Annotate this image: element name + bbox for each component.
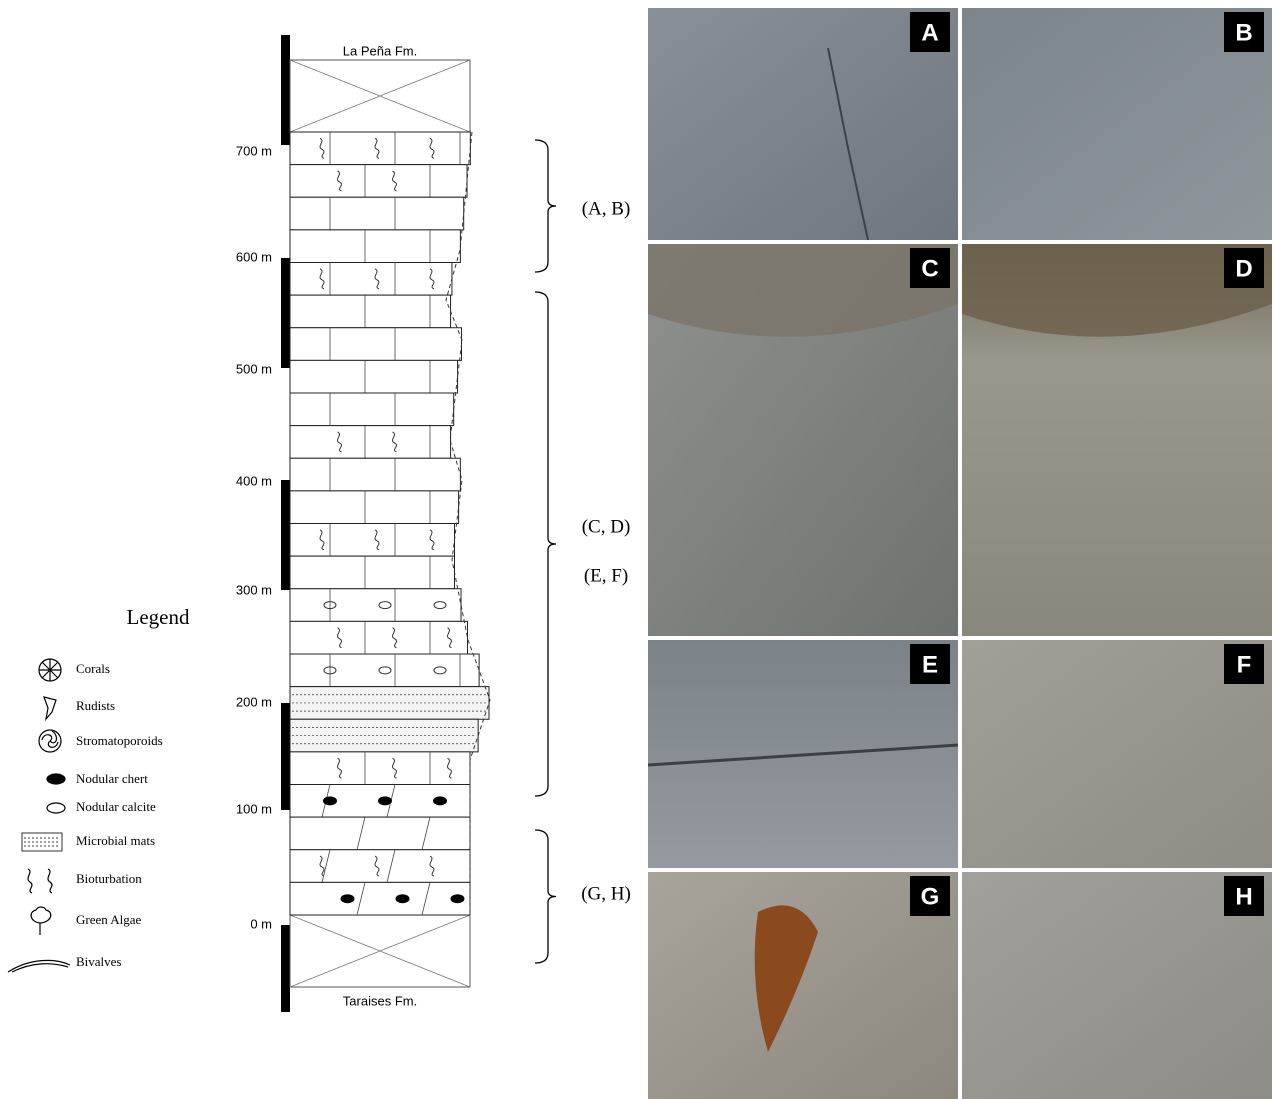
depth-label: 500 m <box>236 361 272 376</box>
bed <box>290 230 460 263</box>
formation-label: Taraises Fm. <box>343 993 417 1008</box>
formation-label: La Peña Fm. <box>343 43 417 58</box>
bed <box>290 197 464 230</box>
nodular-chert <box>451 894 465 903</box>
legend-item: Microbial mats <box>76 833 155 848</box>
nodular-chert <box>396 894 410 903</box>
depth-label: 200 m <box>236 694 272 709</box>
page: {"column": {"top_formation": "La Peña Fm… <box>0 0 1274 1099</box>
depth-label: 100 m <box>236 801 272 816</box>
depth-label: 400 m <box>236 473 272 488</box>
bed <box>290 360 458 393</box>
bed <box>290 132 470 165</box>
bed <box>290 165 467 198</box>
legend-item: Bivalves <box>76 954 122 969</box>
photo-label: B <box>1235 19 1252 46</box>
scale-bar <box>281 480 290 590</box>
legend-item: Green Algae <box>76 912 142 927</box>
bed <box>290 817 470 850</box>
bracket-label: (G, H) <box>581 883 631 904</box>
bed <box>290 491 459 524</box>
legend-item: Stromatoporoids <box>76 733 163 748</box>
depth-label: 0 m <box>250 916 272 931</box>
bracket <box>535 140 556 272</box>
bed <box>290 524 455 557</box>
nodular-chert <box>341 894 355 903</box>
clastic-pattern <box>290 915 470 987</box>
photo-label: G <box>921 883 940 910</box>
depth-label: 300 m <box>236 582 272 597</box>
bed <box>290 263 452 296</box>
legend-item: Corals <box>76 661 110 676</box>
bed <box>290 850 470 883</box>
bed <box>290 295 451 328</box>
legend-item: Nodular chert <box>76 771 148 786</box>
clastic-pattern <box>290 60 470 132</box>
bed <box>290 426 451 459</box>
bed <box>290 589 461 622</box>
bed <box>290 621 468 654</box>
nodular-chert <box>378 796 392 805</box>
depth-label: 600 m <box>236 249 272 264</box>
bracket-label: (C, D) <box>582 516 631 537</box>
bracket <box>535 830 556 963</box>
scale-bar <box>281 35 290 145</box>
bracket <box>535 292 556 796</box>
depth-label: 700 m <box>236 143 272 158</box>
bed <box>290 458 460 491</box>
legend-item: Bioturbation <box>76 871 142 886</box>
legend-title: Legend <box>127 605 190 629</box>
legend-symbols <box>8 659 70 972</box>
bracket-label: (A, B) <box>582 198 631 219</box>
bed <box>290 328 462 361</box>
photo-label: D <box>1235 255 1252 282</box>
legend-item: Nodular calcite <box>76 799 156 814</box>
bed <box>290 752 470 785</box>
bed <box>290 393 454 426</box>
figure: Legend La Peña Fm. Taraises Fm. 700 m 600 m… <box>0 0 1274 1099</box>
column-layout <box>281 35 490 1012</box>
photo-label: C <box>921 255 938 282</box>
bracket-label: (E, F) <box>584 565 628 586</box>
scale-bar <box>281 703 290 810</box>
legend-item: Rudists <box>76 698 115 713</box>
bed <box>290 654 479 687</box>
photo-label: A <box>921 19 938 46</box>
photo-label: F <box>1237 651 1252 678</box>
photo-label: H <box>1235 883 1252 910</box>
scale-bar <box>281 258 290 368</box>
scale-bar <box>281 925 290 1012</box>
photo-label: E <box>922 651 938 678</box>
nodular-chert <box>433 796 447 805</box>
bed <box>290 882 470 915</box>
nodular-chert <box>323 796 337 805</box>
